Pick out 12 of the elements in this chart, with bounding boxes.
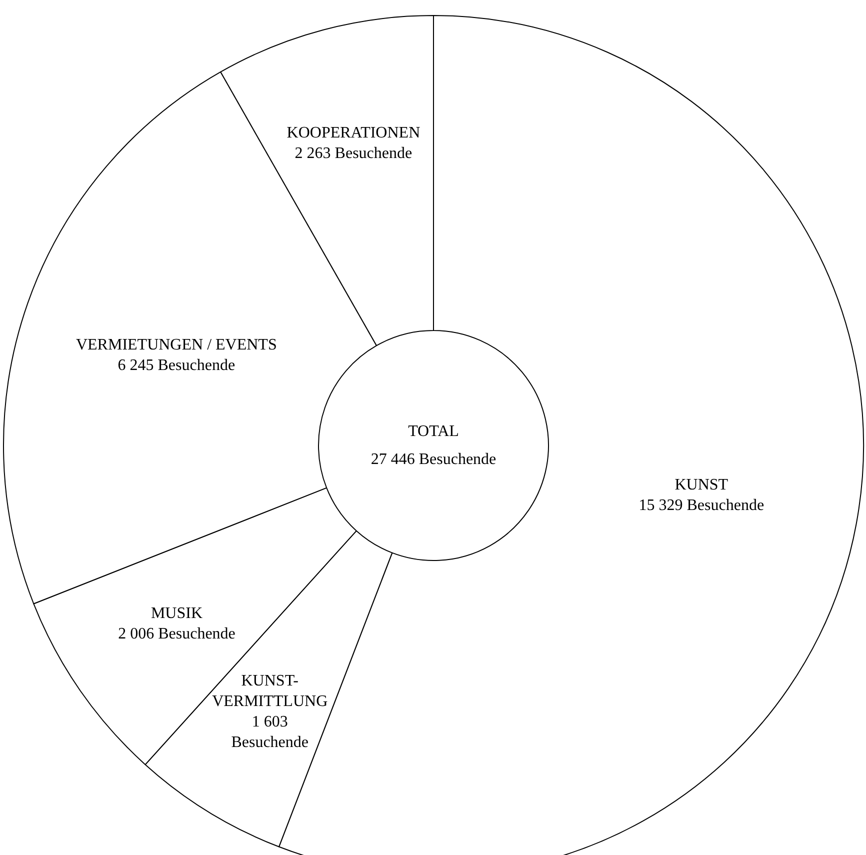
slice-label: KUNST-VERMITTLUNG [212,672,328,710]
data-label: 6 245 Besuchende [118,356,236,374]
text: 27 446 Besuchende [370,451,496,468]
slice-label: VERMIETUNGEN / EVENTS [76,336,277,354]
text: TOTAL [408,423,459,440]
data-label: 2 263 Besuchende [294,145,412,162]
data-label: 2 006 Besuchende [118,625,236,642]
slice-label: MUSIK [150,604,203,622]
data-label: 15 329 Besuchende [638,497,764,514]
data-label: 1 603 Besuchende [231,713,309,751]
slice-label: KUNST [674,476,728,494]
slice-label: KOOPERATIONEN [286,124,421,142]
